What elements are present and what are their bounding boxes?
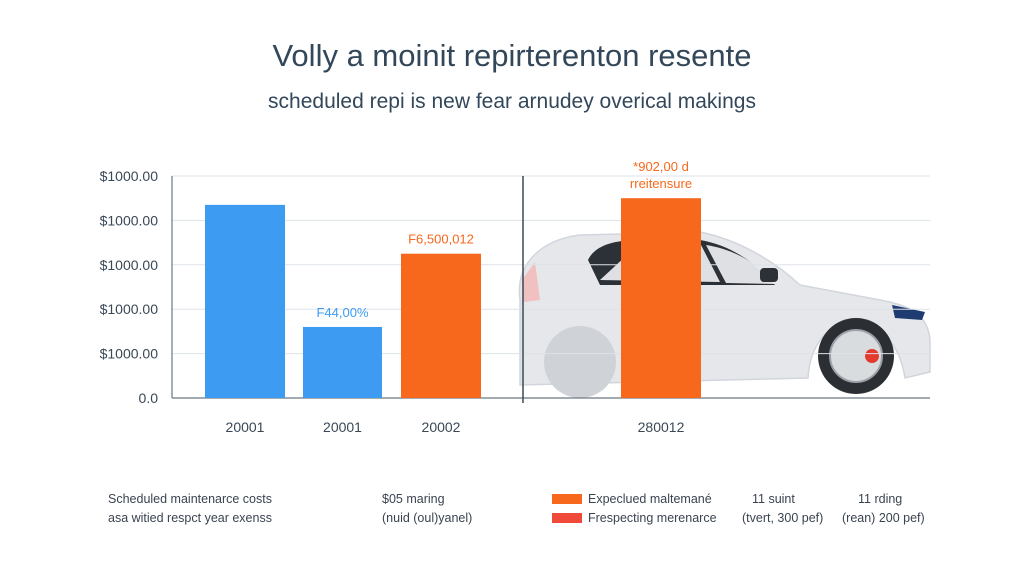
y-tick-label: $1000.00	[100, 168, 159, 184]
legend-mid-line2: (nuid (oul)yanel)	[382, 511, 473, 525]
y-tick-label: $1000.00	[100, 257, 159, 273]
car-mirror	[760, 268, 778, 282]
legend-col4-line2: (rean) 200 pef)	[842, 511, 925, 525]
car-illustration	[518, 231, 931, 398]
legend-mid-line1: $05 maring	[382, 492, 445, 506]
legend-col3-line2: (tvert, 300 pef)	[742, 511, 824, 525]
grid-lines	[172, 175, 930, 355]
x-tick-label: 20001	[226, 419, 265, 435]
y-axis-ticks: $1000.00 $1000.00 $1000.00 $1000.00 $1000.00…	[100, 168, 159, 406]
bar-data-label: F44,00%	[316, 305, 368, 320]
car-headlight	[892, 305, 925, 320]
legend-left-line1: Scheduled maintenarce costs	[108, 492, 272, 506]
car-tail-light	[522, 262, 540, 302]
x-axis-ticks: 20001 20001 20002 280012	[226, 419, 685, 435]
y-tick-label: $1000.00	[100, 346, 159, 362]
bar-data-label: rreitensure	[630, 176, 692, 191]
bar	[621, 198, 701, 398]
bar-data-label: F6,500,012	[408, 232, 474, 247]
y-tick-label: $1000.00	[100, 212, 159, 228]
legend-col4-line1: 11 rding	[858, 492, 903, 506]
bars	[205, 198, 701, 398]
legend-swatch-expected	[552, 494, 582, 504]
x-tick-label: 280012	[638, 419, 685, 435]
chart-title: Volly a moinit repirterenton resente	[272, 38, 752, 73]
legend-col3-line1: 11 suint	[752, 492, 795, 506]
bar-data-labels: F44,00% F6,500,012 *902,00 d rreitensure	[316, 159, 692, 320]
legend-swatch-respecting	[552, 513, 582, 523]
car-front-rim	[829, 329, 883, 383]
legend-left-line2: asa witied respct year exenss	[108, 511, 272, 525]
car-rear-wheel	[544, 326, 616, 398]
bar	[205, 204, 285, 398]
x-tick-label: 20002	[422, 419, 461, 435]
legend-item2-label: Frespecting merenarce	[588, 511, 717, 525]
bar	[303, 326, 382, 398]
chart-subtitle: scheduled repi is new fear arnudey overi…	[268, 90, 756, 113]
car-brake	[865, 349, 879, 363]
bar	[401, 253, 481, 398]
x-tick-label: 20001	[323, 419, 362, 435]
y-tick-label: $1000.00	[100, 301, 159, 317]
legend-item1-label: Expeclued maltemané	[588, 492, 712, 506]
bar-data-label: *902,00 d	[633, 159, 689, 174]
y-tick-label: 0.0	[139, 390, 159, 406]
